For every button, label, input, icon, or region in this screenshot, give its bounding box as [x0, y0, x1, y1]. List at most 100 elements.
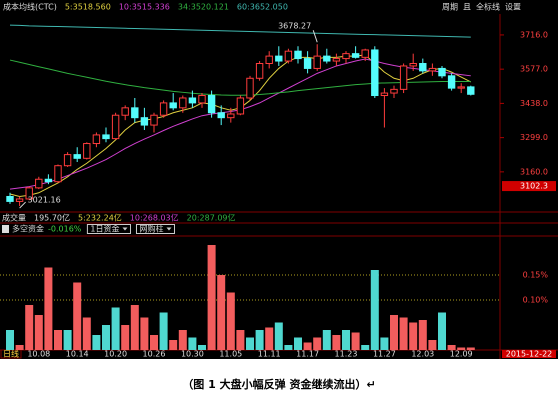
x-tick-label: 11.17	[296, 350, 319, 359]
candle-body	[246, 77, 254, 99]
header-text: 成本均线(CTC)	[3, 2, 57, 12]
candle-body	[332, 58, 341, 62]
candle-body	[207, 95, 216, 114]
bar	[332, 335, 341, 350]
bar	[92, 335, 101, 350]
candle-body	[323, 55, 331, 62]
pane-title: 多空资金	[12, 224, 44, 234]
help-icon	[2, 225, 9, 233]
selector[interactable]	[86, 224, 131, 234]
candle-body	[179, 97, 187, 109]
candle-body	[121, 107, 129, 116]
candle-body	[419, 63, 427, 72]
candle-body	[380, 92, 389, 97]
x-tick-label: 11.23	[335, 350, 358, 359]
bar	[294, 337, 302, 350]
candle-body	[438, 67, 446, 77]
candle-body	[140, 117, 149, 126]
candle-body	[35, 178, 43, 189]
candle-body	[159, 102, 168, 116]
bar	[73, 282, 82, 350]
header-text: 20:287.09亿	[187, 213, 236, 223]
candle-body	[457, 86, 465, 89]
bar	[15, 345, 24, 350]
selector-arrow[interactable]	[166, 227, 172, 231]
bar	[130, 305, 139, 350]
bar	[25, 305, 34, 350]
bar	[313, 337, 322, 350]
candle-body	[198, 95, 206, 104]
selector[interactable]	[135, 224, 175, 234]
bar	[217, 275, 226, 350]
bar	[342, 330, 350, 350]
last-price: 3102.3	[520, 182, 548, 191]
bar	[246, 337, 254, 350]
bar	[63, 330, 72, 350]
bar	[82, 317, 91, 350]
bar	[399, 317, 408, 350]
bar	[351, 332, 360, 350]
candle-body	[303, 58, 312, 69]
header-text: 5:232.24亿	[78, 213, 122, 223]
candle-body	[44, 178, 53, 183]
selector-label[interactable]: 网购柱	[139, 224, 163, 234]
x-tick-label: 10.20	[104, 350, 127, 359]
bar	[418, 320, 427, 350]
candle-body	[188, 97, 197, 104]
bar	[428, 340, 437, 350]
candle-body	[371, 49, 379, 97]
bar	[34, 315, 43, 350]
candle-body	[467, 86, 475, 95]
x-tick-label: 10.26	[143, 350, 166, 359]
candle-body	[351, 53, 360, 58]
selector-arrow[interactable]	[122, 227, 128, 231]
bar	[169, 340, 178, 350]
x-tick-label: 10.30	[181, 350, 204, 359]
bar	[188, 337, 197, 350]
bar	[380, 337, 389, 350]
y-tick-label: 3577.0	[520, 65, 548, 74]
bar	[322, 330, 331, 350]
header-text: 设置	[505, 2, 521, 12]
header-text: 周期	[442, 3, 458, 12]
bar	[6, 330, 14, 350]
y-tick-label: 3160.0	[520, 167, 548, 176]
y-tick-label: 0.10%	[523, 296, 549, 305]
candle-body	[284, 50, 293, 62]
bar	[207, 245, 216, 350]
x-tick-label: 11.27	[373, 350, 396, 359]
bar	[44, 267, 53, 350]
x-tick-label: 11.11	[258, 350, 281, 359]
candle-body	[6, 195, 14, 202]
annotation-pointer	[19, 201, 26, 209]
candle-body	[150, 114, 158, 126]
bar	[150, 335, 158, 350]
header-text: 10:268.03亿	[130, 213, 179, 223]
candle-body	[265, 55, 273, 64]
bar	[438, 312, 446, 350]
ma-line	[9, 24, 471, 38]
bar	[54, 330, 62, 350]
x-tick-label: 11.05	[219, 350, 242, 359]
bar	[361, 345, 370, 350]
y-tick-label: 3438.0	[520, 99, 548, 108]
bar	[140, 317, 149, 350]
candle-body	[342, 53, 350, 60]
current-value: -0.016%	[48, 225, 82, 234]
header-text: 10:3515.336	[119, 3, 170, 12]
candle-body	[428, 67, 437, 72]
candle-body	[294, 50, 302, 60]
candle-body	[102, 134, 110, 140]
selector-label[interactable]: 1日资金	[90, 224, 119, 234]
bar	[226, 292, 235, 350]
candle-body	[131, 107, 139, 119]
header-text: 60:3652.050	[237, 3, 288, 12]
date-box	[502, 350, 556, 358]
candle-body	[54, 165, 62, 183]
header-text: 且	[463, 3, 471, 12]
annotation: 3678.27	[278, 22, 311, 31]
candle-body	[447, 75, 456, 89]
header-text: 195.70亿	[34, 213, 70, 223]
candle-body	[111, 114, 120, 140]
